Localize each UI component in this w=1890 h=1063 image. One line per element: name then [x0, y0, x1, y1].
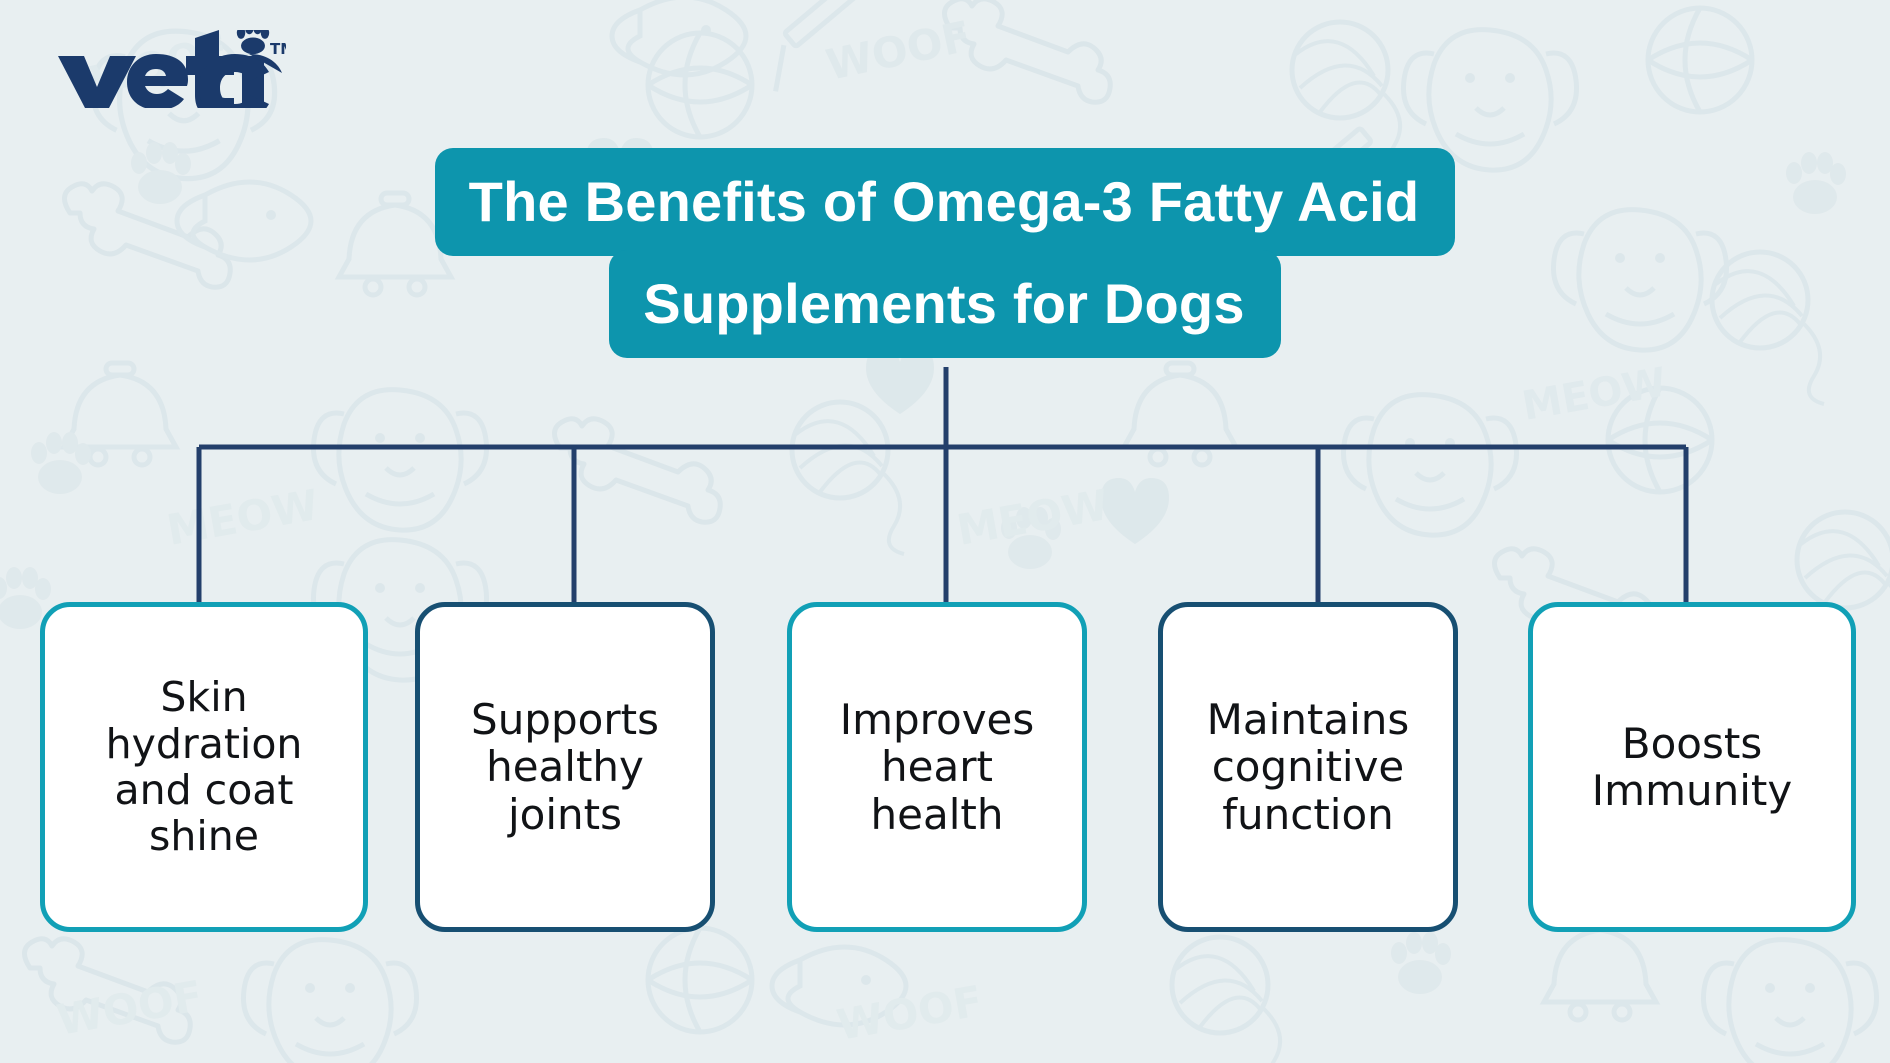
benefit-card-immunity-label: Boosts Immunity [1591, 718, 1793, 815]
svg-text:MEOW: MEOW [953, 480, 1112, 555]
svg-text:MEOW: MEOW [1519, 359, 1670, 430]
title-line-1: The Benefits of Omega-3 Fatty Acid [434, 148, 1456, 256]
benefit-card-cognitive-label: Maintains cognitive function [1206, 694, 1410, 839]
svg-text:WOOF: WOOF [833, 976, 986, 1050]
title-line-2: Supplements for Dogs [609, 250, 1281, 358]
benefit-card-immunity[interactable]: Boosts Immunity [1528, 602, 1856, 932]
infographic-title: The Benefits of Omega-3 Fatty Acid Suppl… [0, 148, 1890, 358]
svg-text:WOOF: WOOF [53, 971, 206, 1045]
benefit-card-cognitive[interactable]: Maintains cognitive function [1158, 602, 1458, 932]
svg-text:WOOF: WOOF [822, 11, 975, 89]
benefit-cards-row: Skin hydration and coat shine Supports h… [0, 602, 1890, 934]
trademark-symbol: TM [270, 40, 286, 58]
benefit-card-heart-label: Improves heart health [839, 694, 1035, 839]
paw-print-icon [236, 30, 270, 55]
svg-text:MEOW: MEOW [163, 480, 322, 555]
benefit-card-joints[interactable]: Supports healthy joints [415, 602, 715, 932]
vetic-logo: TM [56, 30, 286, 108]
benefit-card-skin[interactable]: Skin hydration and coat shine [40, 602, 368, 932]
benefit-card-joints-label: Supports healthy joints [471, 694, 659, 839]
benefit-card-skin-label: Skin hydration and coat shine [105, 673, 303, 861]
benefit-card-heart[interactable]: Improves heart health [787, 602, 1087, 932]
